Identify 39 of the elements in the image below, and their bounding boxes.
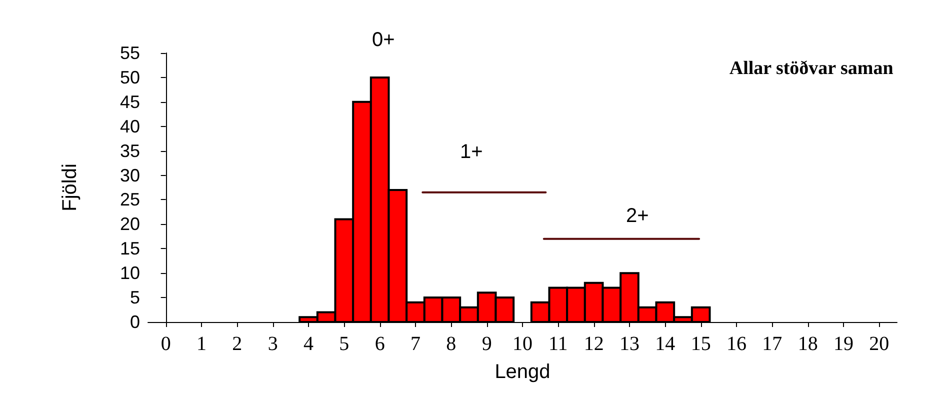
x-tick-label: 12 [584,333,604,355]
x-tick-label: 11 [548,333,568,355]
x-tick-label: 3 [268,333,278,355]
text: 0+ [372,29,395,51]
chart-title: Allar stöðvar saman [729,58,894,79]
x-tick-label: 0 [160,333,171,355]
y-tick-label: 15 [120,238,140,259]
x-tick-label: 8 [446,333,456,355]
y-tick-label: 0 [130,312,140,332]
y-tick-label: 30 [120,165,140,186]
annotation: 2+ [626,205,649,227]
x-tick-label: 19 [834,333,854,355]
x-tick-label: 5 [339,333,350,355]
y-tick-label: 40 [120,116,140,136]
y-tick-label: 55 [120,43,140,63]
x-axis-title: Lengd [494,361,550,383]
y-tick-label: 45 [120,92,140,112]
y-tick-label: 50 [120,67,140,88]
x-tick-label: 20 [869,333,890,355]
x-tick-label: 6 [374,333,385,355]
y-tick-label: 10 [120,263,140,284]
x-tick-label: 16 [726,333,746,355]
y-axis-title: Fjöldi [59,164,81,212]
x-tick-label: 4 [304,333,314,355]
x-tick-label: 7 [410,333,420,355]
x-tick-label: 18 [798,333,818,355]
x-tick-label: 2 [232,333,242,355]
x-tick-label: 15 [690,333,711,355]
x-tick-label: 14 [655,333,676,355]
y-tick-label: 25 [120,190,140,210]
y-tick-label: 35 [120,140,140,161]
x-tick-label: 1 [196,333,206,355]
y-tick-label: 20 [120,214,140,234]
x-tick-label: 9 [482,333,492,355]
annotation: 1+ [460,141,483,163]
y-tick-label: 5 [130,288,140,308]
x-tick-label: 13 [620,333,640,355]
x-tick-label: 10 [512,333,532,355]
x-tick-label: 17 [762,333,782,355]
